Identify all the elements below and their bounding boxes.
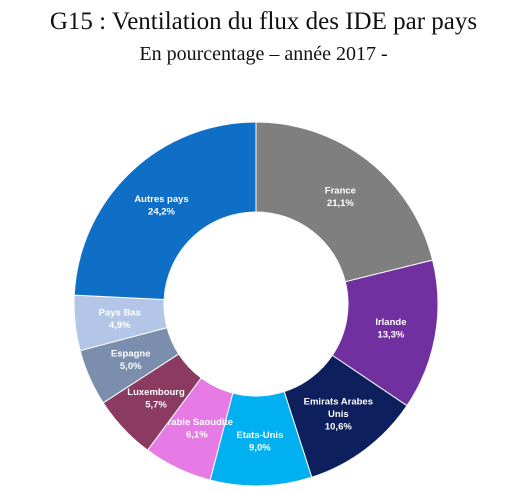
slice-label: Pays Bas 4,9% [99, 308, 141, 332]
slice-label: Luxembourg 5,7% [127, 387, 185, 411]
donut-slice [255, 121, 434, 283]
donut-slice [73, 121, 257, 301]
slice-label: Espagne 5,0% [111, 349, 151, 373]
slice-label: Arabie Saoudite 6,1% [161, 417, 233, 441]
chart-subtitle: En pourcentage – année 2017 - [139, 43, 388, 65]
slice-label: Etats-Unis 9,0% [236, 430, 283, 454]
chart-title: G15 : Ventilation du flux des IDE par pa… [49, 8, 478, 35]
slice-label: Autres pays 24,2% [134, 194, 188, 218]
slice-label: Irlande 13,3% [375, 317, 406, 341]
slice-label: Emirats Arabes Unis 10,6% [304, 397, 373, 433]
slice-label: France 21,1% [325, 185, 356, 209]
